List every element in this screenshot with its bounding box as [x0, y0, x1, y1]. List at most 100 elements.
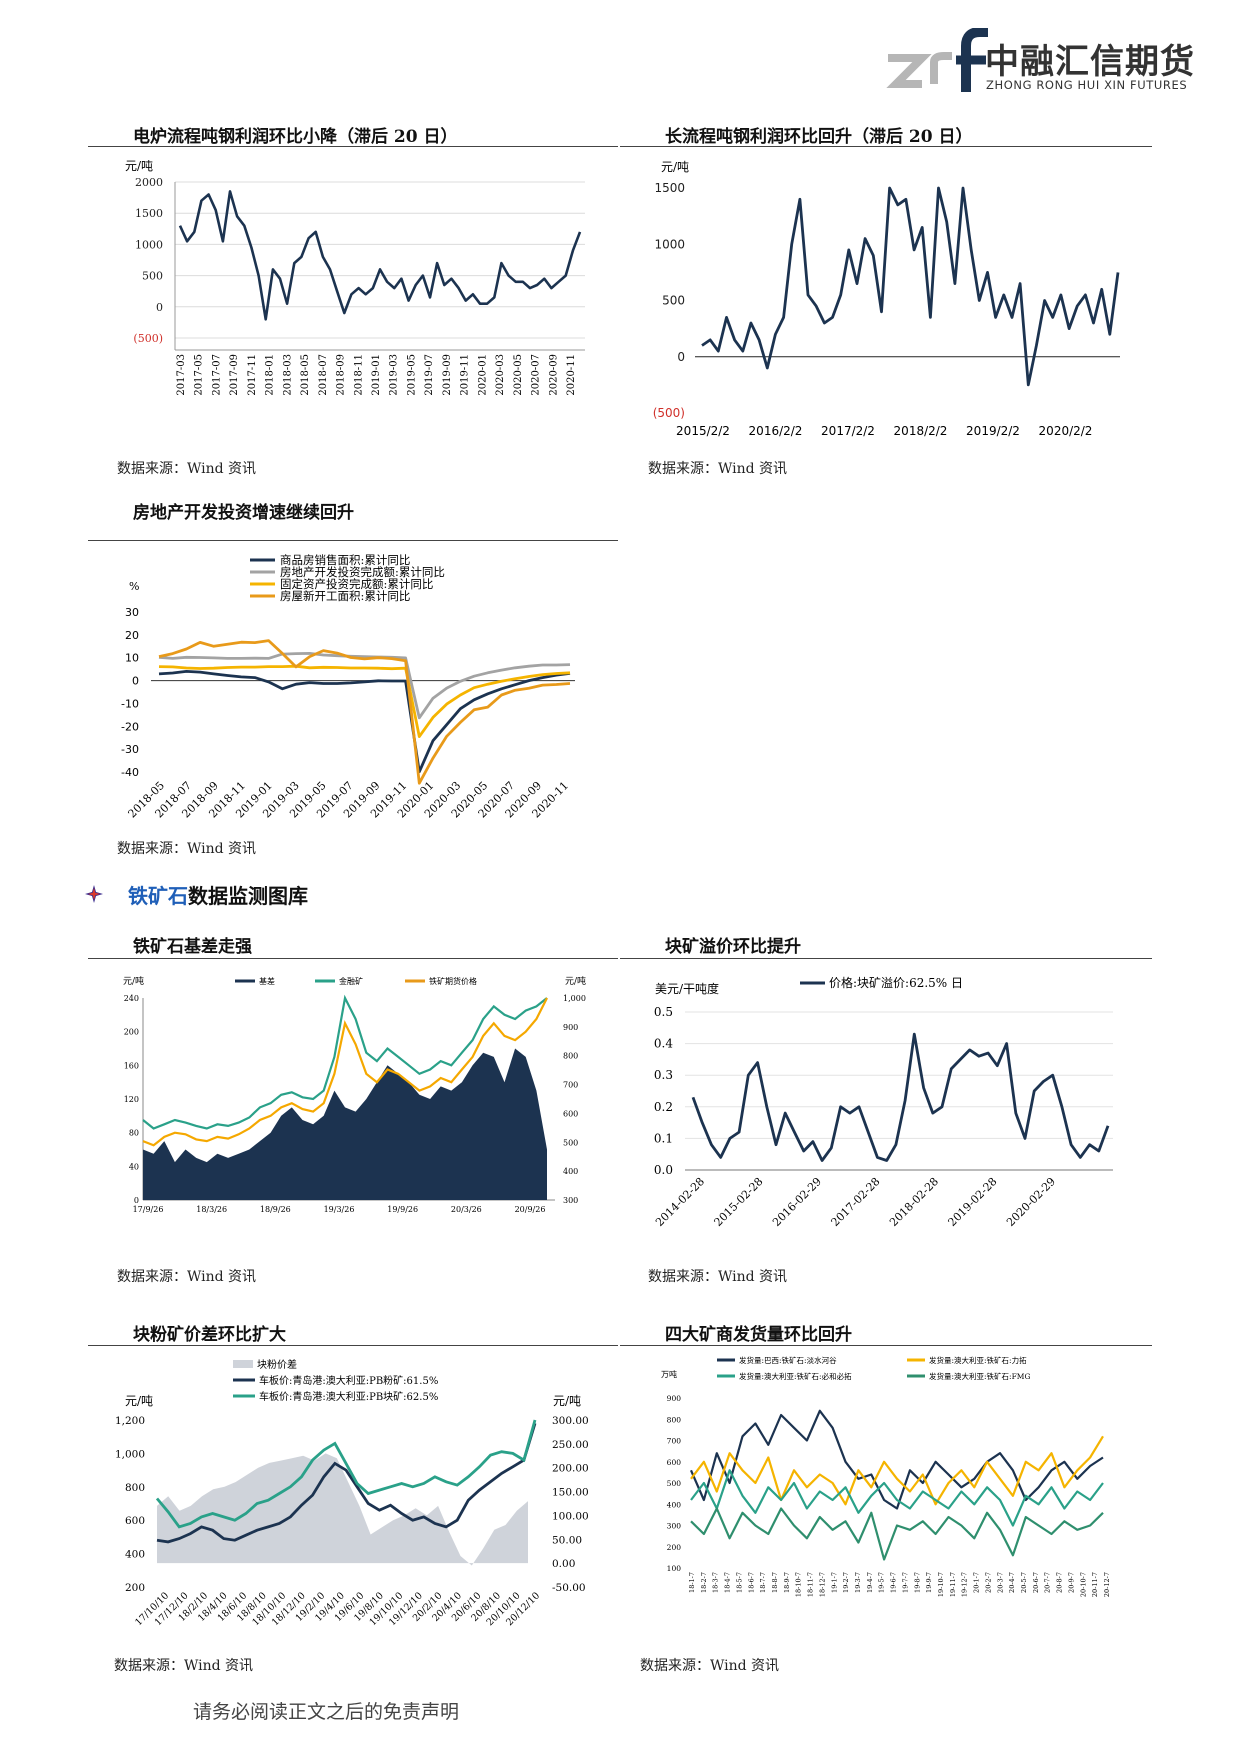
- x-tick-label: 18-8-7: [771, 1572, 779, 1593]
- company-logo: [886, 28, 988, 92]
- y-tick-label-right: 200.00: [552, 1463, 589, 1475]
- y-tick-label: 1500: [135, 207, 163, 220]
- x-tick-label: 18-9-7: [783, 1572, 791, 1593]
- series-area-basis: [143, 1048, 547, 1200]
- y-tick-label: 900: [667, 1394, 682, 1403]
- legend-swatch: [233, 1360, 253, 1368]
- legend-label: 块粉价差: [257, 1358, 297, 1371]
- x-tick-label: 2020-07: [531, 354, 542, 396]
- x-tick-label: 19-5-7: [878, 1572, 886, 1593]
- x-tick-label: 19-9-7: [925, 1572, 933, 1593]
- x-tick-label: 2019-11: [460, 354, 471, 396]
- y-tick-label: (500): [133, 332, 163, 345]
- x-tick-label: 19-2-7: [842, 1572, 850, 1593]
- chart-big-four-shipments: 发货量:巴西:铁矿石:淡水河谷 发货量:澳大利亚:铁矿石:力拓发货量:澳大利亚:铁…: [661, 1355, 1111, 1597]
- y-tick-label: 800: [667, 1415, 682, 1424]
- x-tick-label: 2015/2/2: [676, 424, 730, 438]
- x-tick-label: 2018-09: [336, 354, 347, 396]
- footer-disclaimer: 请务必阅读正文之后的免责声明: [193, 1701, 460, 1723]
- y-tick-label: 2000: [135, 176, 163, 189]
- axis-unit-left: 元/吨: [125, 1394, 153, 1408]
- section-title-highlight: 铁矿石: [128, 884, 188, 908]
- chart-title-realestate: 房地产开发投资增速继续回升: [133, 503, 354, 523]
- x-tick-label: 19-8-7: [913, 1572, 921, 1593]
- x-tick-label: 19-3-7: [854, 1572, 862, 1593]
- source-note: 数据来源：Wind 资讯: [648, 461, 788, 477]
- x-tick-label: 2019-02-28: [946, 1175, 1000, 1229]
- source-note: 数据来源：Wind 资讯: [640, 1658, 780, 1674]
- y-tick-label: 0.4: [654, 1037, 673, 1051]
- x-tick-label: 2017-07: [211, 354, 222, 396]
- x-tick-label: 20-8-7: [1056, 1572, 1064, 1593]
- y-tick-label: 0: [677, 350, 685, 364]
- y-tick-label: 700: [667, 1437, 682, 1446]
- series-line-4: [158, 639, 571, 785]
- x-tick-label: 20-5-7: [1020, 1572, 1028, 1593]
- x-tick-label: 2019/2/2: [966, 424, 1020, 438]
- x-tick-label: 18-1-7: [688, 1572, 696, 1593]
- y-tick-label-left: 600: [125, 1515, 145, 1527]
- chart-title-blast: 长流程吨钢利润环比回升（滞后 20 日）: [665, 127, 973, 147]
- y-tick-label-right: 150.00: [552, 1487, 589, 1499]
- series-line-3: [158, 664, 571, 738]
- x-tick-label: 18-2-7: [700, 1572, 708, 1593]
- legend-label: 房地产开发投资完成额:累计同比: [280, 565, 445, 579]
- legend-label: 车板价:青岛港:澳大利亚:PB粉矿:61.5%: [259, 1374, 438, 1387]
- x-tick-label: 2019-03: [389, 354, 400, 396]
- x-tick-label: 18-5-7: [735, 1572, 743, 1593]
- y-tick-label: 0.0: [654, 1163, 673, 1177]
- legend-label: 基差: [259, 976, 275, 986]
- x-tick-label: 19-4-7: [866, 1572, 874, 1593]
- chart-title-basis: 铁矿石基差走强: [133, 937, 252, 957]
- x-tick-label: 19-11-7: [949, 1572, 957, 1597]
- x-tick-label: 20/3/26: [451, 1205, 482, 1214]
- y-tick-label-right: 300: [563, 1196, 578, 1205]
- legend-label: 发货量:澳大利亚:铁矿石:FMG: [929, 1371, 1030, 1381]
- x-tick-label: 17/9/26: [133, 1205, 164, 1214]
- chart-blast-profit: 元/吨 1500 1000 500 0 (500) 2015/2/2 2016/2/2 2017…: [653, 160, 1120, 438]
- x-tick-label: 20-9-7: [1067, 1572, 1075, 1593]
- x-tick-label: 2018-05: [300, 354, 311, 396]
- x-tick-label: 2020-03: [495, 354, 506, 396]
- x-tick-label: 2020-01: [477, 354, 488, 396]
- x-tick-label: 18-10-7: [795, 1572, 803, 1597]
- series-line-fines: [142, 994, 548, 1130]
- y-tick-label: 30: [125, 606, 139, 619]
- x-tick-label: 2017-09: [229, 354, 240, 396]
- x-tick-label: 18-7-7: [759, 1572, 767, 1593]
- title-rule: [88, 146, 618, 147]
- axis-unit: 元/吨: [125, 160, 153, 173]
- x-tick-label: 18-12-7: [818, 1572, 826, 1597]
- series-line-eaf-profit: [178, 190, 582, 321]
- x-tick-label: 20-7-7: [1044, 1572, 1052, 1593]
- y-tick-label: 0.3: [654, 1068, 673, 1082]
- x-tick-label: 2017-05: [194, 354, 205, 396]
- x-tick-label: 2020-11: [566, 354, 577, 396]
- x-tick-label: 2017-03: [176, 354, 187, 396]
- x-tick-label: 2020-05: [513, 354, 524, 396]
- section-title-rest: 数据监测图库: [188, 884, 308, 908]
- x-tick-label: 2018-02-28: [887, 1175, 941, 1229]
- legend-label: 金融矿: [339, 976, 363, 986]
- x-tick-label: 18-3-7: [712, 1572, 720, 1593]
- x-tick-label: 19-10-7: [937, 1572, 945, 1597]
- y-tick-label-left: 1,200: [115, 1415, 145, 1427]
- title-rule: [620, 146, 1152, 147]
- title-rule: [620, 1345, 1152, 1346]
- y-tick-label-right: 500: [563, 1138, 578, 1147]
- source-note: 数据来源：Wind 资讯: [648, 1269, 788, 1285]
- legend-label: 固定资产投资完成额:累计同比: [280, 577, 433, 591]
- y-tick-label: 600: [667, 1458, 682, 1467]
- series-line-pb-fines: [156, 1422, 537, 1544]
- x-tick-label: 2014-02-28: [653, 1175, 707, 1229]
- legend-label: 发货量:巴西:铁矿石:淡水河谷: [739, 1355, 837, 1365]
- x-tick-label: 20-12-7: [1103, 1572, 1111, 1597]
- x-tick-label: 18/3/26: [196, 1205, 227, 1214]
- x-tick-label: 20-3-7: [996, 1572, 1004, 1593]
- x-tick-label: 2016-02-29: [770, 1175, 824, 1229]
- y-tick-label-left: 200: [125, 1582, 145, 1594]
- y-tick-label: 300: [667, 1522, 682, 1531]
- chart-lump-premium: 价格:块矿溢价:62.5% 日美元/干吨度0.50.40.30.20.10.02…: [653, 975, 1113, 1229]
- y-tick-label-left: 200: [124, 1028, 139, 1037]
- y-tick-label-left: 400: [125, 1549, 145, 1561]
